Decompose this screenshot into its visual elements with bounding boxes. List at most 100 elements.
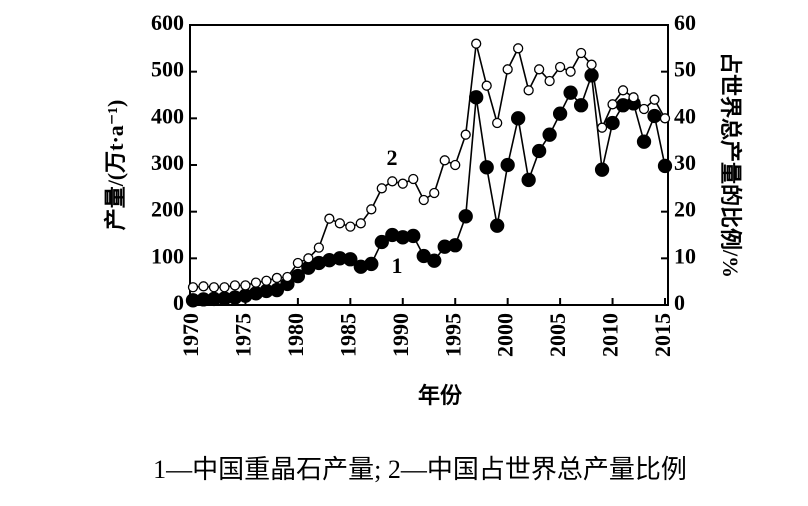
y2-tick-label: 0 [674, 290, 685, 315]
x-tick-label: 2015 [650, 313, 675, 357]
data-point [586, 59, 597, 70]
data-point [387, 176, 398, 187]
data-point [479, 160, 494, 175]
data-point [481, 80, 492, 91]
data-point [282, 271, 293, 283]
data-point [657, 158, 673, 174]
data-point [198, 281, 209, 292]
y-tick-label: 200 [151, 197, 184, 222]
series-line [192, 43, 666, 289]
data-point [187, 282, 199, 293]
y-tick-label: 300 [151, 150, 184, 175]
data-point [471, 38, 482, 49]
y-tick-label: 100 [151, 243, 184, 268]
data-point [502, 64, 513, 75]
y-tick-label: 600 [151, 10, 184, 35]
data-point [345, 221, 356, 232]
data-point [533, 64, 545, 75]
data-point [565, 66, 576, 77]
data-point [554, 61, 566, 73]
data-point [343, 252, 358, 267]
data-point [219, 282, 230, 293]
data-point [271, 272, 283, 284]
y2-axis-label: 占世界总产量的比例/% [718, 52, 743, 278]
data-point [450, 159, 461, 171]
data-point [636, 134, 652, 149]
data-point [334, 218, 345, 229]
data-point [458, 209, 473, 224]
x-tick-label: 2010 [598, 313, 623, 357]
data-point [429, 187, 440, 199]
data-point [324, 213, 335, 224]
y2-tick-label: 60 [674, 10, 696, 35]
data-point [575, 47, 587, 59]
data-point [511, 111, 526, 126]
data-point [544, 75, 555, 87]
data-point [531, 143, 547, 159]
data-point [355, 218, 366, 229]
data-point [638, 103, 650, 115]
data-point [469, 90, 484, 105]
y-tick-label: 0 [173, 290, 184, 315]
data-point [649, 94, 660, 105]
data-point [490, 218, 505, 233]
x-tick-label: 1975 [230, 313, 255, 357]
data-point [523, 85, 534, 96]
data-point [628, 92, 639, 103]
data-point [563, 85, 578, 100]
series-line [192, 75, 666, 302]
data-point [607, 99, 618, 110]
x-tick-label: 1995 [440, 313, 465, 357]
data-point [460, 129, 471, 140]
x-tick-label: 2005 [545, 313, 570, 357]
x-tick-label: 2000 [493, 313, 518, 357]
data-point [240, 280, 251, 291]
data-point [542, 127, 557, 142]
data-point [573, 98, 589, 113]
x-tick-label: 1990 [388, 313, 413, 357]
data-point [292, 257, 304, 269]
data-point [229, 280, 241, 291]
data-point [617, 85, 629, 96]
y-axis-label: 产量/(万t·a⁻¹) [103, 100, 128, 231]
data-point [366, 204, 377, 215]
y2-tick-label: 10 [674, 243, 696, 268]
data-point [397, 178, 408, 189]
data-point [605, 115, 620, 131]
data-point [269, 282, 285, 298]
data-point [418, 194, 429, 206]
data-point [439, 155, 450, 166]
data-point [500, 157, 515, 173]
data-point [552, 106, 568, 121]
y2-tick-label: 20 [674, 197, 696, 222]
data-point [448, 238, 463, 253]
caption: 1—中国重晶石产量; 2—中国占世界总产量比例 [153, 455, 687, 484]
y-tick-label: 400 [151, 103, 184, 128]
y2-tick-label: 40 [674, 103, 696, 128]
data-point [374, 234, 389, 250]
data-point [521, 172, 536, 188]
data-point [659, 113, 671, 124]
x-tick-label: 1970 [178, 313, 203, 357]
data-point [584, 68, 599, 83]
data-point [647, 108, 662, 124]
x-tick-label: 1985 [335, 313, 360, 357]
data-point [208, 282, 220, 293]
series-label: 1 [392, 253, 403, 278]
data-point [492, 117, 503, 129]
data-point [376, 183, 387, 194]
y-tick-label: 500 [151, 57, 184, 82]
data-point [250, 277, 262, 288]
data-point [406, 228, 421, 244]
y2-tick-label: 50 [674, 57, 696, 82]
data-point [364, 256, 379, 272]
data-point [427, 253, 442, 268]
data-point [261, 275, 272, 286]
x-axis-label: 年份 [418, 383, 463, 408]
data-point [408, 173, 419, 185]
y2-tick-label: 30 [674, 150, 696, 175]
series-label: 2 [387, 145, 398, 170]
data-point [594, 162, 610, 177]
